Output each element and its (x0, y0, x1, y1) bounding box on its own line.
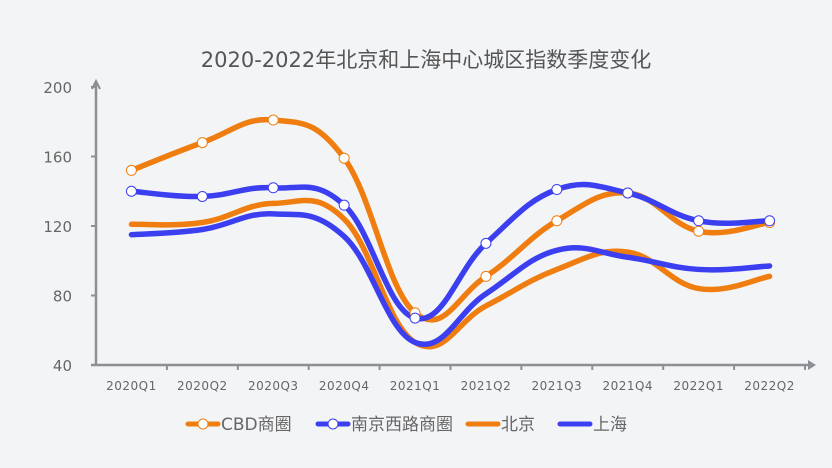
x-tick-label: 2020Q3 (248, 379, 299, 393)
legend-item: 上海 (557, 415, 627, 435)
legend-item: CBD商圈 (185, 415, 292, 435)
data-point-marker (125, 164, 137, 176)
x-tick-label: 2022Q1 (673, 379, 724, 393)
x-tick-label: 2021Q2 (461, 379, 512, 393)
series-line (128, 197, 773, 350)
data-point-marker (125, 185, 137, 197)
x-tick-label: 2020Q1 (106, 379, 157, 393)
data-point-marker (764, 215, 776, 227)
legend-label: 上海 (593, 415, 627, 435)
x-tick-label: 2021Q3 (532, 379, 583, 393)
x-axis-arrow-icon (808, 360, 816, 370)
legend-label: CBD商圈 (221, 415, 292, 435)
series-4 (128, 211, 773, 348)
chart-title: 2020-2022年北京和上海中心城区指数季度变化 (201, 48, 651, 72)
y-tick-label: 160 (43, 149, 72, 167)
legend-marker (197, 418, 209, 430)
legend-label: 南京西路商圈 (351, 415, 453, 435)
y-tick-label: 80 (53, 288, 72, 306)
data-point-marker (622, 187, 634, 199)
data-point-marker (196, 190, 208, 202)
data-point-marker (693, 225, 705, 237)
data-point-marker (267, 114, 279, 126)
legend-marker (327, 418, 339, 430)
data-point-marker (267, 182, 279, 194)
series-line (128, 181, 773, 322)
series-line (128, 211, 773, 348)
legend-item: 南京西路商圈 (315, 415, 453, 435)
y-tick-label: 120 (43, 218, 72, 236)
data-point-marker (551, 215, 563, 227)
series-2 (128, 181, 773, 322)
legend-label: 北京 (501, 415, 535, 435)
x-tick-label: 2020Q2 (177, 379, 228, 393)
data-point-marker (551, 184, 563, 196)
legend-item: 北京 (465, 415, 535, 435)
data-point-marker (693, 215, 705, 227)
series-3 (128, 197, 773, 350)
x-tick-label: 2021Q1 (390, 379, 441, 393)
x-tick-label: 2021Q4 (602, 379, 653, 393)
data-point-marker (196, 137, 208, 149)
data-point-marker (480, 270, 492, 282)
x-tick-label: 2022Q2 (744, 379, 795, 393)
data-point-marker (480, 237, 492, 249)
data-point-marker (409, 312, 421, 324)
y-tick-label: 40 (53, 357, 72, 375)
y-tick-label: 200 (43, 79, 72, 97)
data-point-marker (338, 152, 350, 164)
data-point-marker (338, 199, 350, 211)
x-tick-label: 2020Q4 (319, 379, 370, 393)
